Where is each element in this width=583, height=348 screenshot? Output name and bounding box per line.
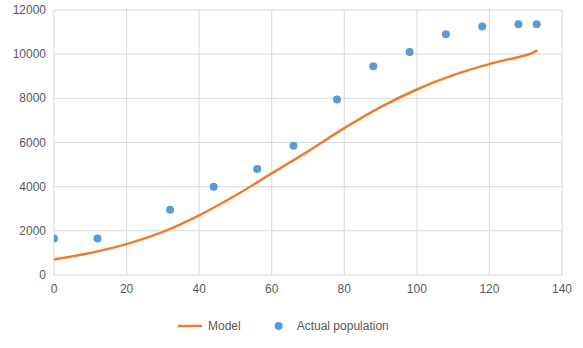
data-point	[533, 20, 541, 28]
legend-swatch	[178, 325, 202, 328]
y-tick-label: 10000	[13, 47, 47, 61]
x-tick-label: 120	[479, 282, 499, 296]
y-tick-label: 6000	[19, 136, 46, 150]
x-tick-label: 100	[407, 282, 427, 296]
grid	[54, 10, 562, 275]
x-grid-line	[271, 10, 272, 275]
x-tick-label: 140	[552, 282, 572, 296]
data-point	[442, 30, 450, 38]
y-tick-label: 8000	[19, 91, 46, 105]
data-point	[289, 142, 297, 150]
legend: Model Actual population	[178, 319, 389, 333]
y-tick-label: 2000	[19, 224, 46, 238]
y-tick-label: 4000	[19, 180, 46, 194]
x-grid-line	[489, 10, 490, 275]
x-tick-label: 20	[120, 282, 134, 296]
x-tick-label: 40	[192, 282, 206, 296]
data-point	[406, 48, 414, 56]
x-tick-label: 80	[338, 282, 352, 296]
y-grid-line	[54, 275, 562, 276]
x-grid-line	[416, 10, 417, 275]
y-grid-line	[54, 142, 562, 143]
legend-label: Model	[208, 319, 241, 333]
x-tick-label: 60	[265, 282, 279, 296]
data-point	[210, 183, 218, 191]
x-grid-line	[199, 10, 200, 275]
y-grid-line	[54, 10, 562, 11]
data-point	[333, 95, 341, 103]
data-point	[253, 165, 261, 173]
y-grid-line	[54, 186, 562, 187]
y-grid-line	[54, 230, 562, 231]
chart: 0 2000 4000 6000 8000 10000 12000 0 20 40 60 80 100 1…	[0, 0, 583, 348]
x-tick-label: 0	[51, 282, 58, 296]
plot-data	[54, 20, 541, 259]
y-tick-label: 0	[39, 268, 46, 282]
x-grid-line	[562, 10, 563, 275]
data-point	[478, 23, 486, 31]
y-tick-label: 12000	[13, 3, 47, 17]
model-line	[54, 51, 537, 260]
legend-label: Actual population	[297, 319, 389, 333]
y-grid-line	[54, 98, 562, 99]
x-grid-line	[126, 10, 127, 275]
legend-swatch	[275, 322, 283, 330]
data-point	[166, 206, 174, 214]
data-point	[514, 20, 522, 28]
data-point	[94, 235, 102, 243]
data-point	[369, 62, 377, 70]
data-point	[54, 235, 58, 243]
x-grid-line	[344, 10, 345, 275]
y-grid-line	[54, 54, 562, 55]
